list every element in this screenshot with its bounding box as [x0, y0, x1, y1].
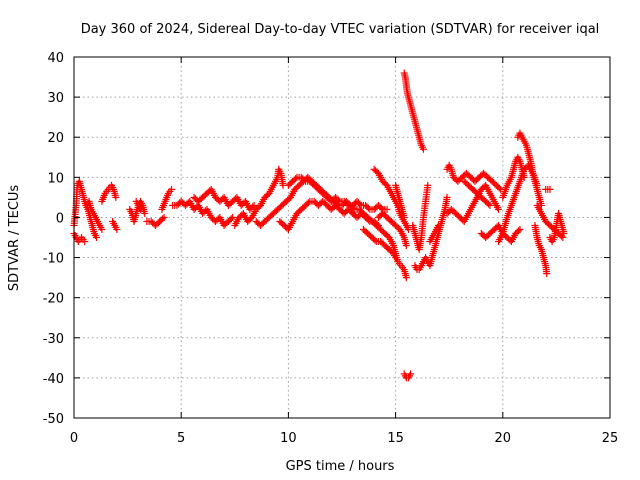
- data-point: [560, 229, 568, 237]
- data-point: [559, 234, 567, 241]
- x-tick-label: 20: [495, 431, 512, 446]
- data-point: [383, 205, 391, 213]
- y-tick-label: -20: [43, 292, 64, 307]
- data-point: [304, 199, 312, 207]
- data-point: [292, 175, 300, 183]
- data-point: [364, 204, 372, 212]
- data-point: [227, 215, 235, 223]
- plot-frame: [73, 56, 611, 419]
- data-point: [486, 201, 494, 209]
- data-point: [402, 274, 410, 282]
- data-point: [373, 220, 381, 228]
- y-tick-label: 0: [56, 211, 64, 226]
- data-point: [371, 236, 379, 244]
- data-point: [377, 204, 385, 212]
- y-axis-label: SDTVAR / TECUs: [7, 185, 22, 292]
- y-tick-label: -40: [43, 372, 64, 387]
- data-point: [515, 227, 523, 235]
- data-point: [343, 200, 351, 208]
- x-tick-label: 10: [280, 431, 297, 446]
- data-point: [139, 201, 147, 209]
- data-point: [443, 193, 451, 201]
- x-tick-label: 0: [70, 431, 78, 446]
- data-point: [485, 200, 493, 208]
- data-point: [495, 205, 503, 213]
- data-point: [249, 203, 257, 211]
- data-point: [520, 173, 528, 181]
- data-point: [334, 196, 342, 204]
- axis-ticks: [73, 56, 611, 419]
- data-point: [546, 185, 554, 193]
- data-point: [229, 213, 237, 221]
- data-point: [159, 215, 167, 223]
- data-point: [374, 221, 382, 229]
- data-point: [250, 201, 258, 209]
- data-point: [160, 213, 168, 221]
- data-point: [424, 181, 432, 189]
- y-tick-label: 20: [47, 131, 64, 146]
- data-point: [168, 185, 176, 193]
- data-point: [516, 225, 524, 233]
- data-point: [300, 176, 308, 184]
- x-axis-label: GPS time / hours: [286, 459, 395, 474]
- x-tick-label: 25: [602, 431, 619, 446]
- data-point: [364, 216, 372, 224]
- data-points: [70, 69, 568, 382]
- y-tick-label: -10: [43, 252, 64, 267]
- data-point: [495, 184, 503, 192]
- data-point: [543, 270, 551, 278]
- data-point: [392, 254, 400, 262]
- data-point: [112, 193, 120, 201]
- y-tick-labels: -50 -40 -30 -20 -10 0 10 20 30 40: [43, 51, 64, 427]
- data-point: [356, 200, 364, 208]
- y-tick-label: 30: [47, 91, 64, 106]
- data-point: [93, 234, 101, 241]
- data-point: [419, 145, 427, 153]
- x-tick-label: 5: [177, 431, 185, 446]
- data-point: [98, 225, 106, 233]
- data-point: [400, 213, 408, 221]
- y-tick-label: -50: [43, 412, 64, 427]
- data-point: [402, 242, 410, 250]
- data-point: [434, 221, 442, 229]
- y-tick-label: 40: [47, 51, 64, 66]
- x-tick-labels: 0 5 10 15 20 25: [70, 431, 618, 446]
- data-point: [113, 225, 121, 233]
- y-tick-label: 10: [47, 171, 64, 186]
- chart-title: Day 360 of 2024, Sidereal Day-to-day VTE…: [81, 22, 600, 37]
- x-tick-label: 15: [387, 431, 404, 446]
- data-point: [81, 238, 89, 246]
- data-point: [407, 370, 415, 378]
- data-point: [141, 209, 149, 217]
- y-tick-label: -30: [43, 332, 64, 347]
